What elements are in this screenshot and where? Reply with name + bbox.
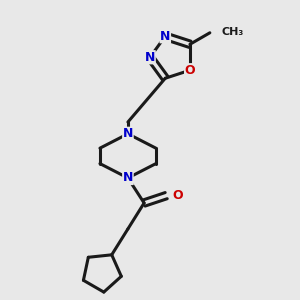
Text: CH₃: CH₃ — [221, 27, 243, 37]
Text: N: N — [160, 30, 170, 43]
Text: N: N — [123, 127, 133, 140]
Text: N: N — [123, 172, 133, 184]
Text: O: O — [184, 64, 195, 77]
Text: O: O — [173, 188, 183, 202]
Text: N: N — [145, 51, 155, 64]
